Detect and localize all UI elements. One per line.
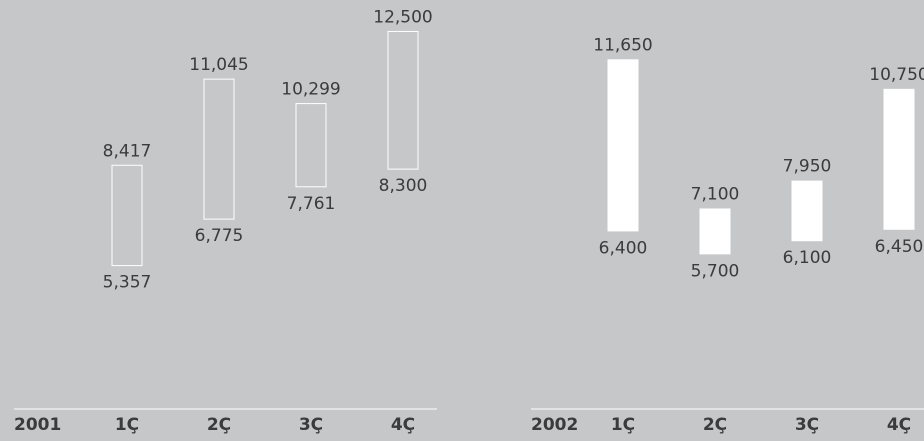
range-bar-2Ç	[699, 208, 731, 255]
range-bar-2Ç	[203, 78, 235, 220]
high-value-label: 10,750	[869, 65, 924, 85]
chart-panel-2001: 2001 8,417 5,357 1Ç 11,045 6,775 2Ç 10,299 7,761…	[14, 7, 437, 435]
high-value-label: 11,045	[189, 55, 248, 75]
low-value-label: 6,450	[875, 237, 924, 257]
chart-panel-2002: 2002 11,650 6,400 1Ç 7,100 5,700 2Ç 7,950 6,100 3…	[531, 35, 924, 435]
range-bar-1Ç	[607, 59, 639, 232]
category-tick-label: 3Ç	[299, 415, 323, 435]
low-value-label: 8,300	[379, 176, 428, 196]
category-tick-label: 1Ç	[611, 415, 635, 435]
category-tick-label: 2Ç	[703, 415, 727, 435]
category-tick-label: 2Ç	[207, 415, 231, 435]
high-value-label: 8,417	[103, 141, 152, 161]
high-value-label: 10,299	[281, 80, 340, 100]
range-bar-4Ç	[883, 88, 915, 230]
range-bar-1Ç	[111, 164, 143, 267]
range-bar-4Ç	[387, 30, 419, 170]
category-tick-label: 4Ç	[391, 415, 415, 435]
period-label: 2001	[14, 415, 61, 435]
high-value-label: 11,650	[593, 35, 652, 55]
category-tick-label: 3Ç	[795, 415, 819, 435]
low-value-label: 7,761	[287, 194, 336, 214]
range-bar-3Ç	[295, 103, 327, 188]
period-label: 2002	[531, 415, 578, 435]
low-value-label: 6,775	[195, 226, 244, 246]
category-tick-label: 4Ç	[887, 415, 911, 435]
high-value-label: 12,500	[373, 7, 432, 27]
low-value-label: 5,700	[691, 261, 740, 281]
low-value-label: 6,400	[599, 238, 648, 258]
high-value-label: 7,950	[783, 157, 832, 177]
low-value-label: 5,357	[103, 273, 152, 293]
low-value-label: 6,100	[783, 248, 832, 268]
category-tick-label: 1Ç	[115, 415, 139, 435]
range-bar-3Ç	[791, 180, 823, 242]
high-value-label: 7,100	[691, 184, 740, 204]
